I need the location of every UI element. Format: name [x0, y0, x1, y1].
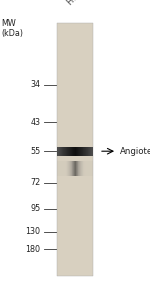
Bar [80, 161, 81, 176]
Bar [64, 161, 65, 176]
Bar [87, 147, 88, 156]
Bar [82, 147, 83, 156]
Bar [86, 147, 87, 156]
Bar [85, 161, 86, 176]
Bar [85, 147, 86, 156]
Bar [69, 161, 70, 176]
Bar [82, 147, 83, 156]
Bar [76, 147, 77, 156]
Bar [59, 147, 60, 156]
Bar [57, 147, 58, 156]
Text: Human plasma: Human plasma [66, 0, 117, 7]
Bar [66, 161, 67, 176]
Bar [87, 161, 88, 176]
Bar [65, 161, 66, 176]
Bar [59, 161, 60, 176]
Bar [73, 147, 74, 156]
Bar [70, 147, 71, 156]
Bar [62, 161, 63, 176]
Text: 95: 95 [30, 204, 40, 213]
Bar [64, 147, 65, 156]
Bar [78, 161, 79, 176]
Text: 180: 180 [26, 245, 40, 254]
Text: 55: 55 [30, 147, 40, 156]
Bar [62, 147, 63, 156]
Bar [68, 147, 69, 156]
Bar [88, 147, 89, 156]
Bar [75, 147, 76, 156]
Bar [68, 161, 69, 176]
Bar [65, 147, 66, 156]
Bar [76, 161, 77, 176]
Bar [89, 161, 90, 176]
Bar [91, 161, 92, 176]
Bar [60, 147, 61, 156]
Bar [61, 161, 62, 176]
Bar [90, 147, 91, 156]
Bar [61, 147, 62, 156]
Bar [79, 147, 80, 156]
Bar [71, 147, 72, 156]
Bar [77, 147, 78, 156]
Bar [73, 161, 74, 176]
Bar [77, 161, 78, 176]
Text: 72: 72 [30, 178, 40, 187]
Bar [71, 161, 72, 176]
Bar [88, 161, 89, 176]
Bar [63, 161, 64, 176]
Bar [82, 161, 83, 176]
Bar [82, 161, 83, 176]
Bar [57, 161, 58, 176]
Bar [84, 161, 85, 176]
Bar [90, 161, 91, 176]
Bar [74, 147, 75, 156]
Bar [74, 161, 75, 176]
Text: 43: 43 [30, 118, 40, 127]
Bar [67, 161, 68, 176]
Bar [57, 23, 93, 276]
Bar [70, 161, 71, 176]
Bar [81, 161, 82, 176]
Bar [69, 147, 70, 156]
Bar [91, 147, 92, 156]
Bar [83, 161, 84, 176]
Bar [72, 161, 73, 176]
Bar [61, 161, 62, 176]
Bar [67, 147, 68, 156]
Text: 34: 34 [30, 80, 40, 90]
Bar [92, 161, 93, 176]
Bar [89, 147, 90, 156]
Text: Angiotensinogen: Angiotensinogen [120, 147, 150, 156]
Text: 130: 130 [26, 227, 40, 236]
Bar [58, 147, 59, 156]
Bar [63, 147, 64, 156]
Bar [86, 161, 87, 176]
Bar [61, 147, 62, 156]
Bar [81, 147, 82, 156]
Bar [75, 161, 76, 176]
Bar [58, 161, 59, 176]
Bar [80, 147, 81, 156]
Bar [60, 161, 61, 176]
Text: MW
(kDa): MW (kDa) [2, 19, 24, 38]
Bar [66, 147, 67, 156]
Bar [72, 147, 73, 156]
Bar [78, 147, 79, 156]
Bar [79, 161, 80, 176]
Bar [83, 147, 84, 156]
Bar [92, 147, 93, 156]
Bar [84, 147, 85, 156]
